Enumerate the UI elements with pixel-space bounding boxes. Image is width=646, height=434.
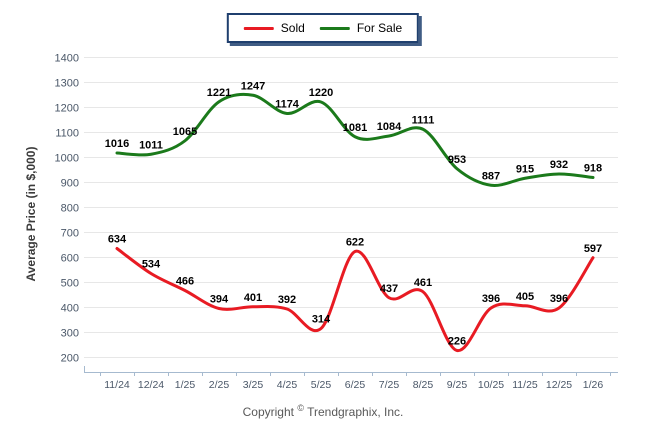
y-tick-label: 400 (61, 303, 79, 315)
for-sale-line (115, 92, 595, 187)
copyright-company: Trendgraphix, Inc. (307, 405, 404, 419)
copyright-notice: Copyright © Trendgraphix, Inc. (0, 403, 646, 419)
legend-label-sold: Sold (280, 21, 305, 35)
y-tick-label: 600 (61, 253, 79, 265)
data-label: 1065 (173, 126, 197, 138)
legend-label-for-sale: For Sale (356, 21, 403, 35)
x-tick-label: 12/24 (138, 379, 164, 391)
data-label: 1220 (309, 87, 333, 99)
y-tick-label: 1100 (55, 128, 79, 140)
sold-line (115, 247, 595, 352)
data-label: 392 (278, 294, 296, 306)
x-tick-label: 7/25 (379, 379, 400, 391)
x-tick-label: 11/25 (512, 379, 538, 391)
legend-item-for-sale: For Sale (319, 21, 403, 35)
for-sale-line-swatch-icon (319, 26, 350, 30)
data-label: 466 (176, 276, 194, 288)
data-label: 1084 (377, 121, 402, 133)
data-label: 401 (244, 292, 262, 304)
x-tick-label: 2/25 (209, 379, 230, 391)
y-tick-label: 1400 (55, 53, 79, 65)
y-tick-label: 300 (61, 328, 79, 340)
y-tick-label: 800 (61, 203, 79, 215)
y-tick-label: 500 (61, 278, 79, 290)
data-label: 534 (142, 259, 161, 271)
data-label: 1081 (343, 122, 367, 134)
data-label: 1247 (241, 80, 265, 92)
data-label: 918 (584, 163, 602, 175)
data-label: 1111 (412, 114, 435, 126)
x-tick-label: 6/25 (345, 379, 366, 391)
y-tick-label: 1000 (55, 153, 79, 165)
legend-item-sold: Sold (243, 21, 305, 35)
data-label: 953 (448, 154, 466, 166)
y-tick-label: 1200 (55, 103, 79, 115)
data-label: 1016 (105, 138, 129, 150)
x-tick-label: 12/25 (546, 379, 572, 391)
x-tick-label: 11/24 (104, 379, 130, 391)
copyright-symbol: © (297, 403, 304, 413)
data-label: 226 (448, 336, 466, 348)
x-tick-label: 1/26 (583, 379, 604, 391)
y-tick-label: 900 (61, 178, 79, 190)
data-label: 1221 (207, 87, 231, 99)
data-label: 634 (108, 234, 127, 246)
data-label: 932 (550, 159, 568, 171)
x-tick-label: 5/25 (311, 379, 332, 391)
data-label: 396 (550, 293, 568, 305)
x-tick-label: 8/25 (413, 379, 434, 391)
x-tick-label: 3/25 (243, 379, 264, 391)
data-label: 1011 (139, 139, 163, 151)
y-tick-label: 200 (61, 353, 79, 365)
y-tick-label: 700 (61, 228, 79, 240)
data-label: 314 (312, 314, 331, 326)
y-tick-label: 1300 (55, 78, 79, 90)
copyright-prefix: Copyright (242, 405, 294, 419)
data-label: 915 (516, 163, 534, 175)
x-tick-label: 10/25 (478, 379, 504, 391)
data-label: 461 (414, 277, 432, 289)
data-label: 437 (380, 283, 398, 295)
x-tick-label: 4/25 (277, 379, 298, 391)
x-tick-label: 1/25 (175, 379, 196, 391)
data-label: 597 (584, 243, 602, 255)
data-label: 396 (482, 293, 500, 305)
chart-legend: Sold For Sale (226, 13, 420, 43)
data-label: 622 (346, 237, 364, 249)
data-label: 405 (516, 291, 534, 303)
x-tick-label: 9/25 (447, 379, 468, 391)
data-label: 1174 (275, 99, 300, 111)
data-label: 394 (210, 294, 229, 306)
sold-line-swatch-icon (243, 26, 274, 30)
y-axis-title: Average Price (in $,000) (24, 146, 38, 282)
data-label: 887 (482, 170, 500, 182)
